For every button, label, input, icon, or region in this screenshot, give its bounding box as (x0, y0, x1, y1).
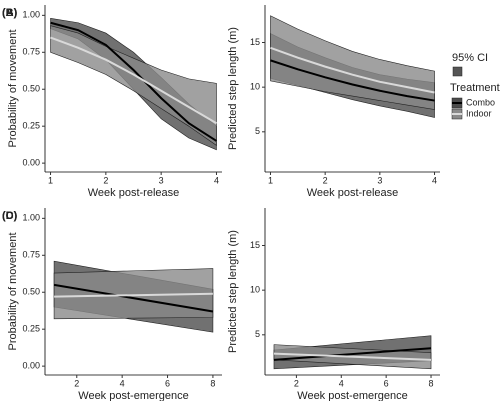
y-tick-label: 10 (250, 285, 260, 295)
x-tick-label: 4 (339, 378, 344, 388)
x-tick-label: 2 (103, 175, 108, 185)
x-axis-title: Week post-emergence (78, 390, 188, 401)
ci-band (270, 15, 435, 110)
x-tick-label: 2 (74, 378, 79, 388)
y-axis-title: Probability of movement (7, 233, 19, 351)
y-tick-label: 0.75 (22, 250, 40, 260)
trend-line (273, 347, 432, 361)
x-tick-label: 6 (165, 378, 170, 388)
y-tick-label: 5 (255, 329, 260, 339)
y-tick-label: 1.00 (22, 213, 40, 223)
y-axis-title: Probability of movement (7, 30, 19, 148)
x-tick-label: 4 (432, 175, 437, 185)
x-tick-label: 4 (214, 175, 219, 185)
x-tick-label: 8 (210, 378, 215, 388)
x-tick-label: 3 (159, 175, 164, 185)
trend-line (270, 59, 435, 102)
x-tick-label: 4 (120, 378, 125, 388)
ci-band (50, 25, 217, 146)
panel-label: (B) (2, 7, 18, 19)
panel-label: (A) (2, 7, 18, 19)
x-tick-label: 1 (268, 175, 273, 185)
trend-line (50, 21, 218, 142)
trend-line (53, 283, 214, 313)
panel-label: (C) (2, 210, 18, 222)
y-tick-label: 0.25 (22, 324, 40, 334)
x-tick-label: 3 (377, 175, 382, 185)
y-tick-label: 0.50 (22, 84, 40, 94)
x-tick-label: 2 (294, 378, 299, 388)
legend-ci-swatch (452, 66, 463, 77)
trend-line (50, 36, 217, 125)
y-tick-label: 0.25 (22, 121, 40, 131)
y-tick-label: 0.00 (22, 158, 40, 168)
y-tick-label: 1.00 (22, 10, 40, 20)
legend-title: Treatment (450, 82, 500, 94)
ci-band (53, 268, 214, 320)
y-tick-label: 15 (250, 240, 260, 250)
y-tick-label: 0.75 (22, 47, 40, 57)
x-axis-title: Week post-release (88, 187, 180, 199)
legend-label: Indoor (466, 108, 492, 118)
trend-line (273, 352, 432, 361)
y-tick-label: 15 (250, 37, 260, 47)
panel-label: (D) (2, 210, 18, 222)
y-tick-label: 0.00 (22, 361, 40, 371)
legend-label: Combo (466, 97, 495, 107)
x-tick-label: 8 (429, 378, 434, 388)
trend-line (54, 292, 213, 298)
y-tick-label: 0.50 (22, 287, 40, 297)
trend-line (270, 46, 435, 94)
legend-ci-title: 95% CI (452, 52, 488, 64)
y-tick-label: 10 (250, 82, 260, 92)
y-tick-label: 5 (255, 126, 260, 136)
x-axis-title: Week post-emergence (297, 390, 407, 401)
x-tick-label: 2 (323, 175, 328, 185)
x-axis-title: Week post-release (307, 187, 399, 199)
y-axis-title: Predicted step length (m) (227, 27, 239, 150)
y-axis-title: Predicted step length (m) (227, 230, 239, 353)
x-tick-label: 6 (384, 378, 389, 388)
x-tick-label: 1 (48, 175, 53, 185)
